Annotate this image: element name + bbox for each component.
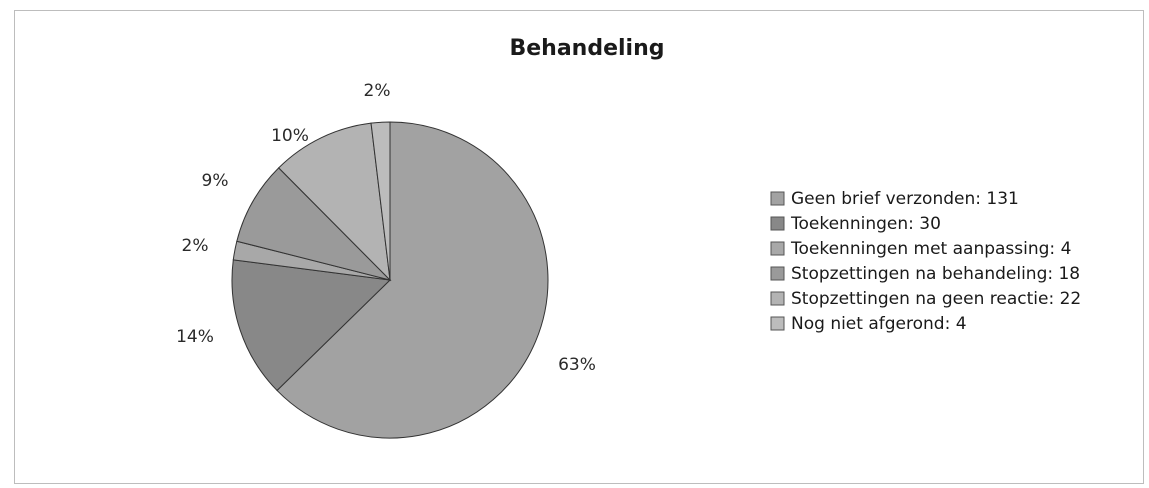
legend-swatch: [770, 291, 785, 306]
pie-slice: [370, 121, 391, 281]
percent-label: 9%: [202, 171, 229, 191]
percent-labels: 63% 14% 2% 9% 10% 2%: [176, 81, 596, 375]
legend-swatch: [770, 216, 785, 231]
percent-label: 2%: [364, 81, 391, 101]
legend-swatch: [770, 316, 785, 331]
pie-slice: [231, 259, 392, 392]
legend-label: Stopzettingen na geen reactie: 22: [791, 289, 1081, 309]
percent-label: 10%: [271, 126, 309, 146]
legend-label: Geen brief verzonden: 131: [791, 189, 1019, 209]
chart-title: Behandeling: [509, 36, 664, 61]
pie-slice: [276, 121, 549, 439]
legend: Geen brief verzonden: 131 Toekenningen: 3…: [770, 189, 1081, 334]
pie-slices: [231, 121, 549, 439]
legend-label: Nog niet afgerond: 4: [791, 314, 967, 334]
pie-slice: [236, 167, 392, 281]
legend-swatch: [770, 266, 785, 281]
pie-slice: [277, 122, 391, 282]
legend-label: Toekenningen: 30: [790, 214, 941, 234]
percent-label: 63%: [558, 355, 596, 375]
percent-label: 2%: [182, 236, 209, 256]
legend-label: Toekenningen met aanpassing: 4: [790, 239, 1071, 259]
legend-swatch: [770, 241, 785, 256]
percent-label: 14%: [176, 327, 214, 347]
legend-label: Stopzettingen na behandeling: 18: [791, 264, 1080, 284]
chart-frame: [14, 10, 1144, 484]
legend-swatch: [770, 191, 785, 206]
